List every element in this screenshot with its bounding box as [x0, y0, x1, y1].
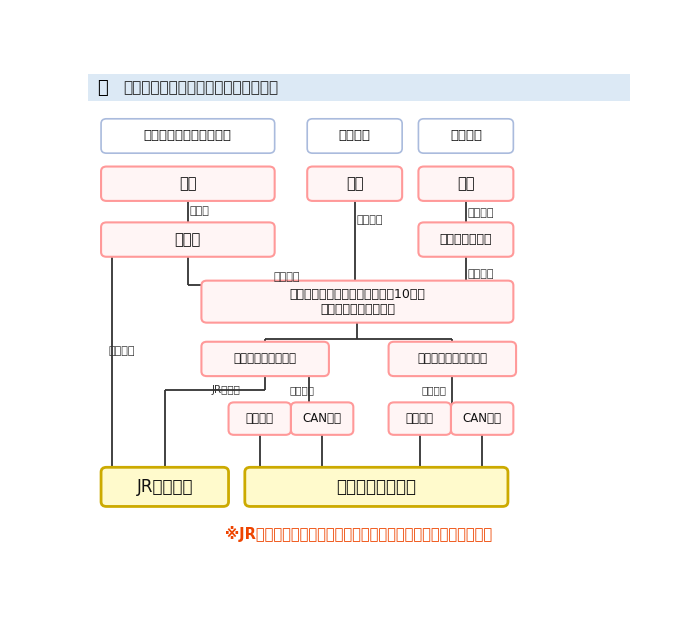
Text: JR乗換え: JR乗換え	[211, 386, 240, 396]
Text: バス利用: バス利用	[421, 386, 446, 396]
Text: 京都方面: 京都方面	[450, 130, 482, 143]
Bar	[88, 74, 630, 100]
FancyBboxPatch shape	[419, 223, 513, 257]
Text: 新幹線: 新幹線	[190, 206, 209, 216]
Text: 難波: 難波	[346, 176, 363, 191]
FancyBboxPatch shape	[245, 467, 508, 507]
Text: 近鉄電車: 近鉄電車	[356, 215, 383, 225]
Text: 近鉄電車: 近鉄電車	[468, 269, 493, 279]
Text: 名古屋: 名古屋	[175, 232, 201, 247]
Text: 大和八木乗換え: 大和八木乗換え	[440, 233, 492, 246]
Text: CANバス: CANバス	[463, 412, 502, 425]
FancyBboxPatch shape	[451, 402, 513, 435]
Text: 🚃: 🚃	[97, 79, 108, 97]
Text: JR二見浦駅: JR二見浦駅	[136, 478, 193, 496]
Text: バス利用: バス利用	[289, 386, 314, 396]
FancyBboxPatch shape	[101, 167, 274, 201]
FancyBboxPatch shape	[419, 119, 513, 153]
Text: ※JR二見浦駅または夫婦岩東口バス停まではご送迎いたします。: ※JR二見浦駅または夫婦岩東口バス停まではご送迎いたします。	[225, 526, 492, 542]
Text: 夫婦岩東口バス停: 夫婦岩東口バス停	[337, 478, 416, 496]
FancyBboxPatch shape	[389, 342, 516, 376]
FancyBboxPatch shape	[101, 119, 274, 153]
Text: 三交バス: 三交バス	[246, 412, 274, 425]
Text: 東京: 東京	[179, 176, 197, 191]
Text: 近鉄・伊勢市駅（外宮まで徒歩10分）
または宇治山田駅下車: 近鉄・伊勢市駅（外宮まで徒歩10分） または宇治山田駅下車	[290, 288, 426, 316]
Text: 宇治山田駅下車の場合: 宇治山田駅下車の場合	[417, 352, 487, 365]
FancyBboxPatch shape	[419, 167, 513, 201]
Text: 東京・静岡・名古屋方面: 東京・静岡・名古屋方面	[144, 130, 232, 143]
FancyBboxPatch shape	[307, 119, 402, 153]
Text: 京都: 京都	[457, 176, 475, 191]
FancyBboxPatch shape	[389, 402, 451, 435]
FancyBboxPatch shape	[291, 402, 354, 435]
Text: 電車など公共交通機関をご利用の場合: 電車など公共交通機関をご利用の場合	[122, 80, 278, 95]
Text: CANバス: CANバス	[302, 412, 342, 425]
Text: 三交バス: 三交バス	[406, 412, 434, 425]
FancyBboxPatch shape	[228, 402, 291, 435]
Text: 大阪方面: 大阪方面	[339, 130, 371, 143]
FancyBboxPatch shape	[101, 467, 228, 507]
FancyBboxPatch shape	[202, 342, 329, 376]
FancyBboxPatch shape	[202, 281, 513, 322]
FancyBboxPatch shape	[101, 223, 274, 257]
Text: 近鉄電車: 近鉄電車	[273, 272, 300, 282]
Text: 伊勢市駅下車の場合: 伊勢市駅下車の場合	[234, 352, 297, 365]
FancyBboxPatch shape	[307, 167, 402, 201]
Text: 快速みえ: 快速みえ	[108, 347, 134, 356]
Text: 近鉄電車: 近鉄電車	[468, 208, 493, 218]
